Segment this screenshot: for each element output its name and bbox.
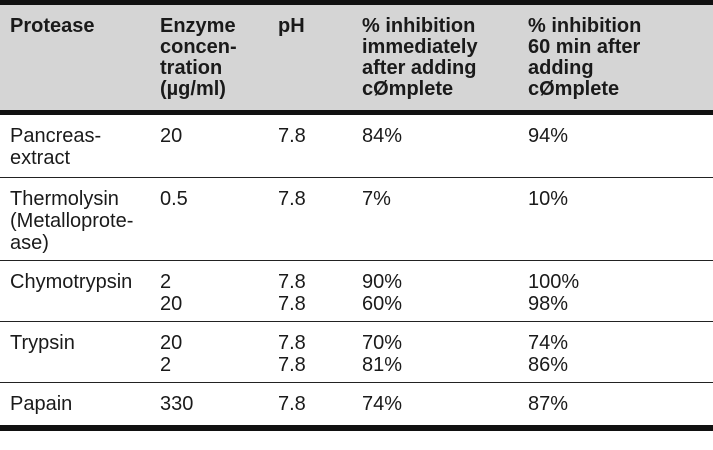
table-row: Papain 330 7.8 74% 87%: [0, 383, 713, 428]
cell-protease: Thermolysin (Metalloprote- ase): [10, 188, 134, 254]
cell-inhibition-immediate: 90% 60%: [362, 271, 403, 315]
cell-ph: 7.8: [278, 393, 306, 415]
header-ph: pH: [268, 0, 352, 115]
header-protease: Protease: [0, 0, 150, 115]
cell-inhibition-immediate: 7%: [362, 188, 391, 210]
table-body: Pancreas- extract 20 7.8 84% 94% Thermol…: [0, 113, 713, 428]
cell-ph: 7.8: [278, 188, 306, 210]
cell-inhibition-immediate: 70% 81%: [362, 332, 403, 376]
header-inhibition-immediate: % inhibition immediately after adding cØ…: [352, 0, 518, 115]
cell-inhibition-60min: 100% 98%: [528, 271, 580, 315]
cell-concentration: 2 20: [160, 271, 183, 315]
cell-inhibition-immediate: 84%: [362, 125, 403, 147]
table-row: Pancreas- extract 20 7.8 84% 94%: [0, 113, 713, 178]
cell-protease: Papain: [10, 393, 73, 415]
table-row: Thermolysin (Metalloprote- ase) 0.5 7.8 …: [0, 178, 713, 261]
header-enzyme-concentration: Enzyme concen- tration (µg/ml): [150, 0, 268, 115]
cell-ph: 7.8 7.8: [278, 332, 306, 376]
cell-protease: Chymotrypsin: [10, 271, 133, 293]
protease-inhibition-table: Protease Enzyme concen- tration (µg/ml) …: [0, 0, 713, 428]
cell-inhibition-60min: 74% 86%: [528, 332, 569, 376]
header-inhibition-60min: % inhibition 60 min after adding cØmplet…: [518, 0, 713, 115]
table-row: Trypsin 20 2 7.8 7.8 70% 81% 74% 86%: [0, 322, 713, 383]
cell-inhibition-60min: 10%: [528, 188, 569, 210]
cell-ph: 7.8: [278, 125, 306, 147]
table-row: Chymotrypsin 2 20 7.8 7.8 90% 60% 100% 9…: [0, 261, 713, 322]
cell-inhibition-immediate: 74%: [362, 393, 403, 415]
cell-protease: Pancreas- extract: [10, 125, 102, 169]
table-header: Protease Enzyme concen- tration (µg/ml) …: [0, 0, 713, 115]
cell-concentration: 20 2: [160, 332, 183, 376]
header-row: Protease Enzyme concen- tration (µg/ml) …: [0, 0, 713, 115]
cell-concentration: 20: [160, 125, 183, 147]
cell-inhibition-60min: 94%: [528, 125, 569, 147]
cell-inhibition-60min: 87%: [528, 393, 569, 415]
cell-concentration: 330: [160, 393, 194, 415]
cell-concentration: 0.5: [160, 188, 188, 210]
cell-ph: 7.8 7.8: [278, 271, 306, 315]
cell-protease: Trypsin: [10, 332, 75, 354]
